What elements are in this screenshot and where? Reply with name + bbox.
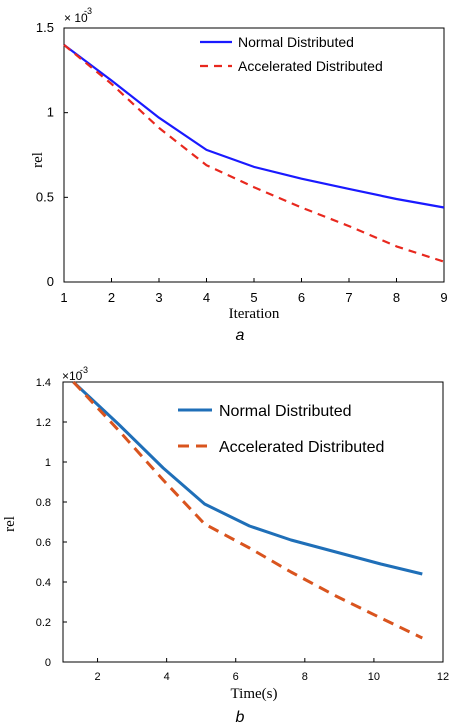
panel-label: a — [236, 327, 245, 344]
x-tick-label: 1 — [60, 290, 67, 305]
x-tick-label: 6 — [233, 671, 239, 683]
y-tick-label: 1.4 — [36, 377, 51, 389]
x-tick-label: 8 — [393, 290, 400, 305]
legend: Normal Distributed Accelerated Distribut… — [178, 403, 384, 456]
series-line-normal — [63, 44, 445, 209]
y-axis-label: rel — [30, 152, 46, 168]
x-tick-label: 9 — [440, 290, 447, 305]
chart-panel-a: 1 2 3 4 5 6 7 8 900.511.5 × 10 -3 rel Iteration … — [30, 6, 448, 344]
legend-label-accelerated: Accelerated Distributed — [238, 58, 383, 74]
legend-label-normal: Normal Distributed — [238, 34, 354, 50]
y-tick-label: 0.4 — [36, 577, 51, 589]
series-line-normal — [72, 380, 423, 576]
x-tick-label: 6 — [298, 290, 305, 305]
x-tick-label: 10 — [368, 671, 380, 683]
x-axis-label: Iteration — [229, 306, 280, 322]
series-line-accelerated — [63, 44, 445, 263]
y-tick-label: 0 — [47, 274, 54, 289]
series-lines — [63, 44, 445, 263]
axes-ticks: 2 4 6 8 10 12 0 0.2 0.4 0.6 0.8 1 1.2 1.4 — [36, 377, 449, 683]
x-tick-label: 4 — [164, 671, 170, 683]
x-tick-label: 8 — [302, 671, 308, 683]
legend-label-normal: Normal Distributed — [219, 403, 351, 420]
y-multiplier-exponent: -3 — [84, 6, 92, 16]
x-tick-label: 12 — [437, 671, 449, 683]
y-tick-label: 0.6 — [36, 537, 51, 549]
y-tick-label: 1 — [47, 105, 54, 120]
legend: Normal Distributed Accelerated Distribut… — [200, 34, 383, 74]
y-axis-label: rel — [2, 516, 18, 532]
y-tick-label: 1.5 — [36, 20, 54, 35]
y-multiplier-exponent: -3 — [80, 365, 88, 375]
y-tick-label: 0 — [45, 657, 51, 669]
x-axis-label: Time(s) — [231, 686, 278, 702]
x-tick-label: 7 — [345, 290, 352, 305]
x-tick-label: 2 — [108, 290, 115, 305]
axes-ticks: 1 2 3 4 5 6 7 8 9 0 0.5 1 1.5 — [36, 20, 448, 305]
y-tick-label: 0.8 — [36, 497, 51, 509]
x-tick-label: 2 — [94, 671, 100, 683]
series-line-accelerated — [72, 380, 423, 640]
y-tick-label: 1 — [45, 457, 51, 469]
y-multiplier: ×10 — [62, 369, 83, 383]
panel-label: b — [236, 709, 245, 726]
y-tick-label: 1.2 — [36, 417, 51, 429]
x-tick-label: 3 — [155, 290, 162, 305]
series-lines — [72, 380, 423, 640]
y-tick-label: 0.2 — [36, 617, 51, 629]
x-tick-label: 4 — [203, 290, 210, 305]
x-tick-label: 5 — [250, 290, 257, 305]
y-tick-label: 0.5 — [36, 189, 54, 204]
legend-label-accelerated: Accelerated Distributed — [219, 439, 384, 456]
y-multiplier: × 10 — [64, 11, 88, 25]
plot-area-frame — [62, 381, 444, 663]
